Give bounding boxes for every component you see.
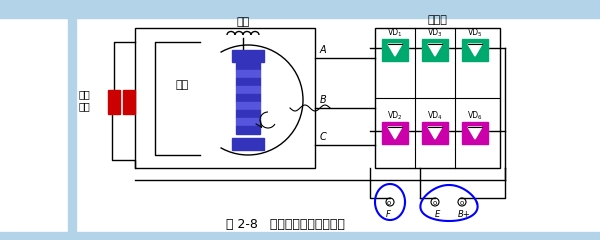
Bar [236, 110, 260, 118]
Text: 整流器: 整流器 [428, 15, 448, 25]
Bar [135, 28, 315, 168]
Text: VD: VD [467, 111, 479, 120]
Text: o: o [433, 200, 437, 206]
Text: 2: 2 [397, 115, 401, 120]
Text: F: F [386, 210, 391, 219]
Bar [68, 18, 76, 240]
Text: VD: VD [388, 111, 398, 120]
Bar [236, 118, 260, 126]
Polygon shape [428, 127, 442, 139]
Text: 1: 1 [397, 32, 401, 37]
Text: C: C [320, 132, 327, 142]
Bar [108, 90, 120, 114]
Bar [236, 70, 260, 78]
Bar [236, 78, 260, 86]
Bar [123, 90, 135, 114]
Text: E: E [434, 210, 440, 219]
Text: 6: 6 [477, 115, 481, 120]
Polygon shape [468, 44, 482, 56]
Text: 5: 5 [477, 32, 481, 37]
Text: A: A [320, 45, 326, 55]
Text: VD: VD [388, 28, 398, 37]
Text: 滑环
电刷: 滑环 电刷 [78, 89, 90, 111]
Text: o: o [387, 200, 391, 206]
Text: B+: B+ [458, 210, 470, 219]
Text: 4: 4 [437, 115, 441, 120]
Bar [422, 39, 448, 61]
Bar [236, 102, 260, 110]
Bar [382, 39, 408, 61]
Text: B: B [320, 95, 327, 105]
Bar [422, 122, 448, 144]
Text: 图 2-8   交流发电机工作原理图: 图 2-8 交流发电机工作原理图 [226, 218, 344, 232]
Bar [236, 62, 260, 70]
Text: 3: 3 [437, 32, 441, 37]
Bar [232, 138, 264, 150]
Bar [0, 0, 600, 18]
Bar [375, 28, 500, 168]
Polygon shape [428, 44, 442, 56]
Polygon shape [388, 44, 402, 56]
Bar [0, 232, 600, 240]
Bar [462, 122, 488, 144]
Bar [382, 122, 408, 144]
Text: o: o [460, 200, 464, 206]
Polygon shape [388, 127, 402, 139]
Text: 转子: 转子 [175, 80, 188, 90]
Bar [232, 50, 264, 62]
Bar [236, 86, 260, 94]
Bar [236, 94, 260, 102]
Polygon shape [468, 127, 482, 139]
Bar [462, 39, 488, 61]
Text: 定子: 定子 [236, 17, 250, 27]
Text: VD: VD [427, 111, 439, 120]
Text: VD: VD [427, 28, 439, 37]
Text: VD: VD [467, 28, 479, 37]
Bar [236, 126, 260, 134]
